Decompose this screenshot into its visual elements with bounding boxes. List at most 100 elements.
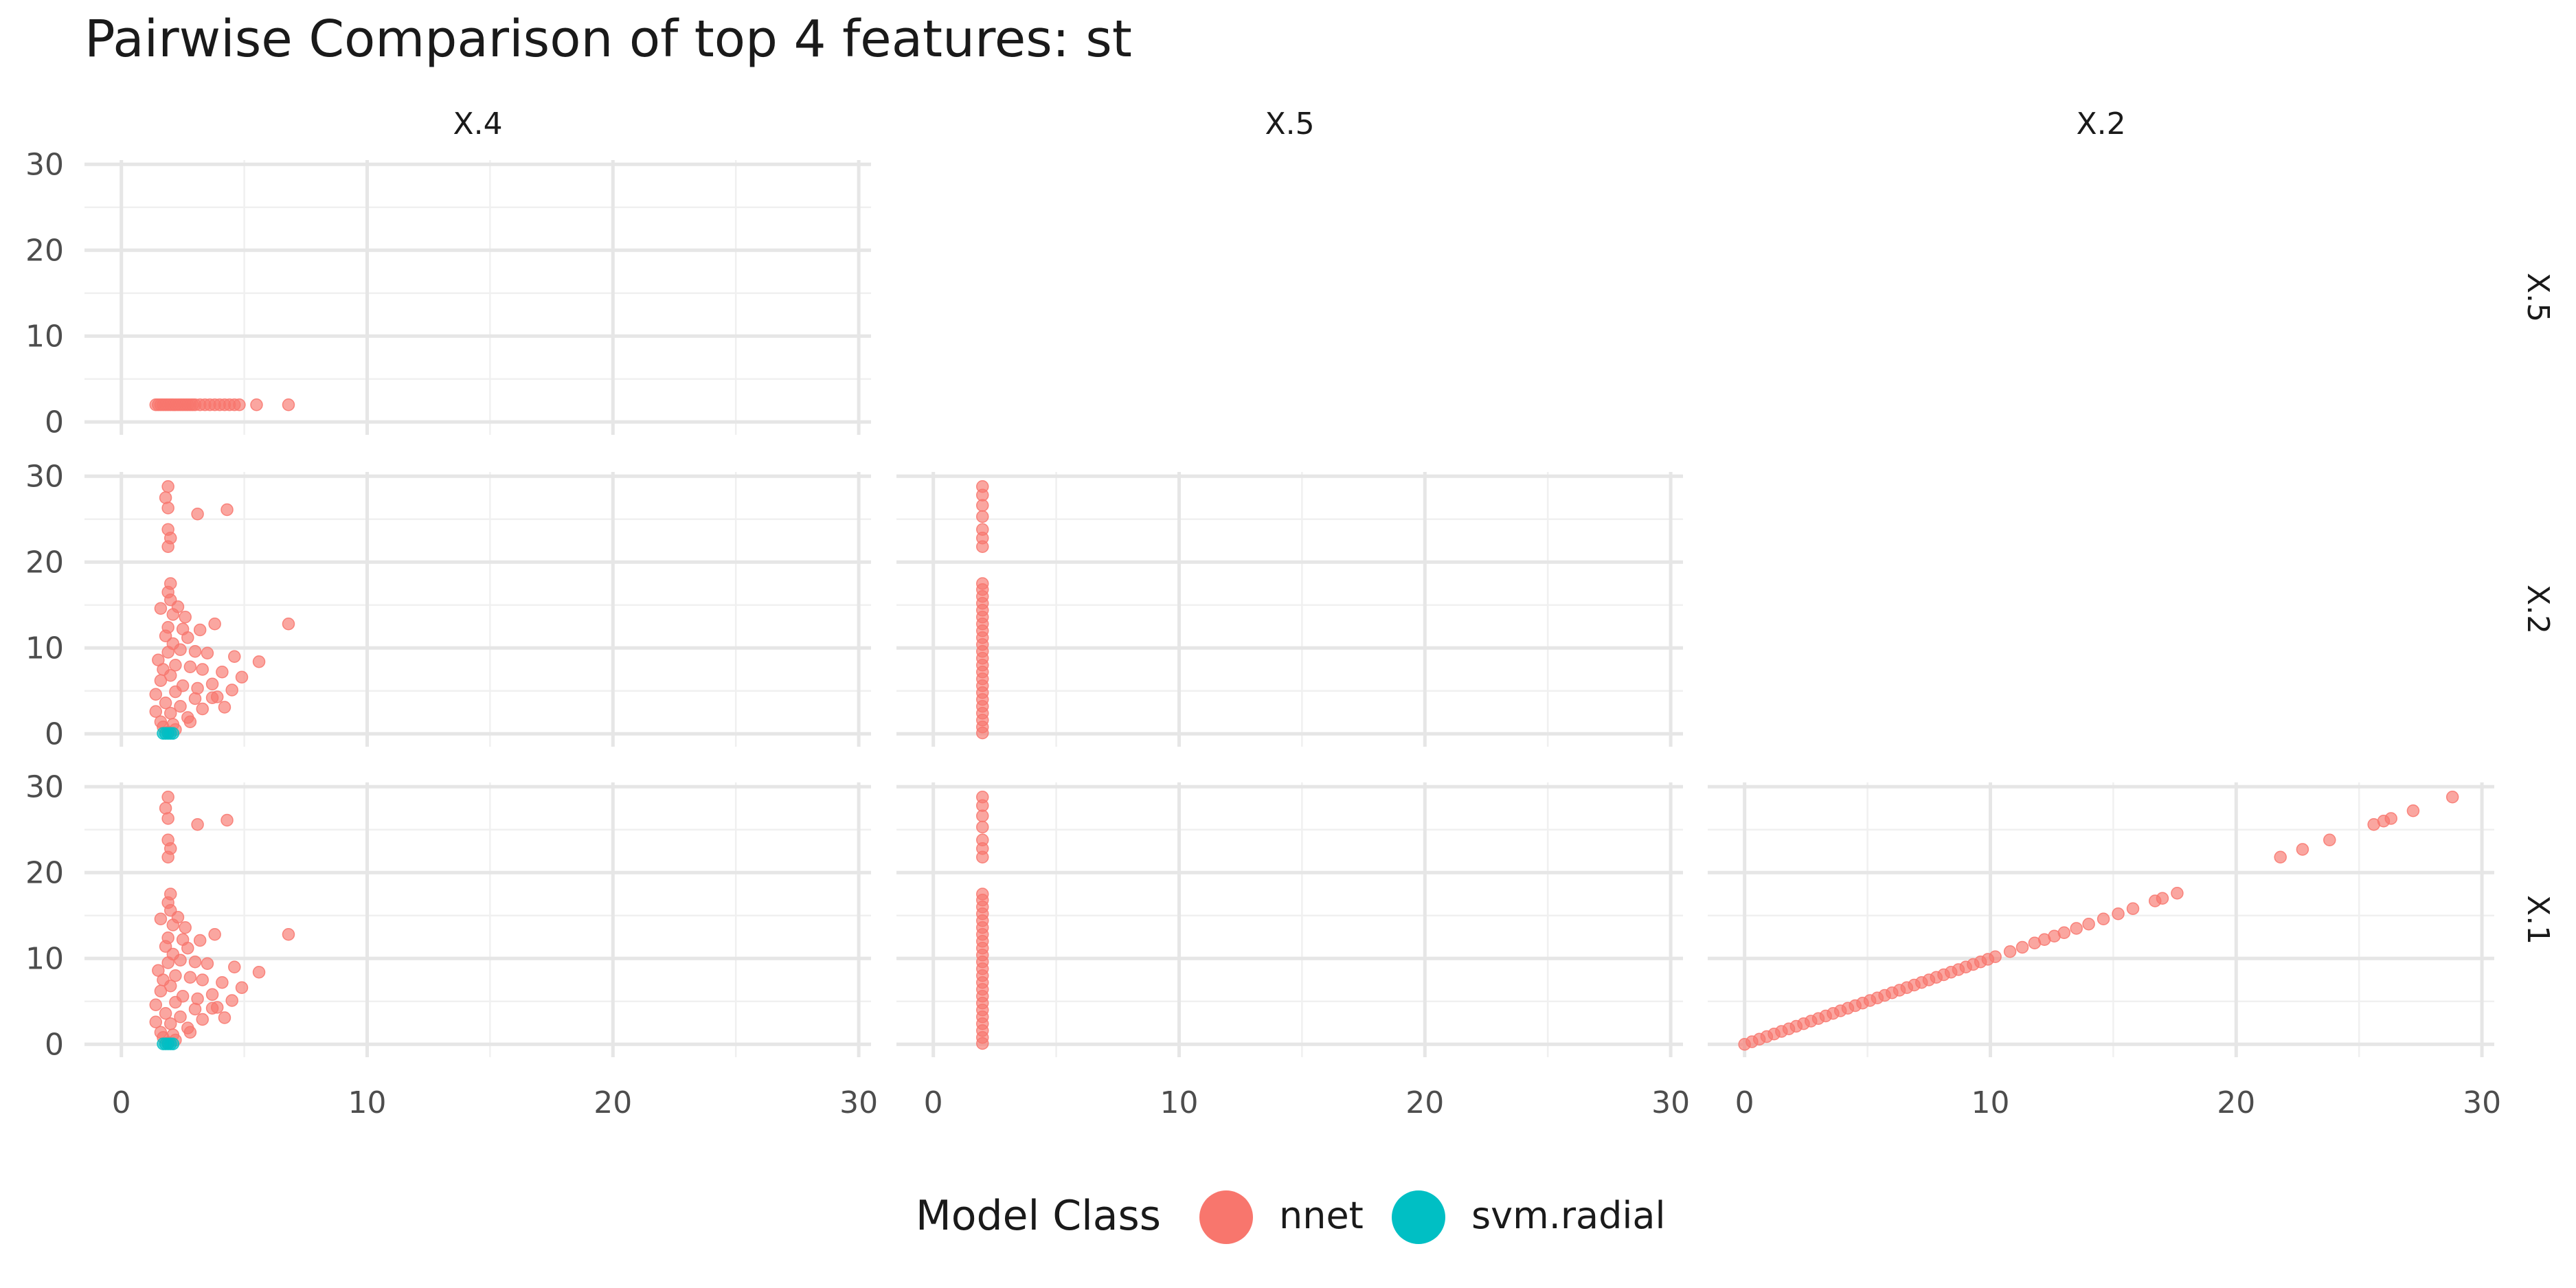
point-nnet (169, 659, 182, 672)
point-nnet (166, 918, 180, 931)
x-tick-label: 30 (2463, 1085, 2501, 1120)
point-nnet (975, 510, 989, 523)
point-nnet (191, 818, 204, 831)
strip-label-row-X.1: X.1 (2520, 895, 2555, 945)
strip-label-row-X.5: X.5 (2520, 273, 2555, 322)
point-nnet (252, 655, 266, 668)
point-nnet (228, 650, 241, 663)
point-nnet (183, 715, 197, 728)
point-nnet (179, 611, 192, 624)
point-nnet (161, 480, 174, 493)
x-tick-label: 20 (1405, 1085, 1444, 1120)
point-nnet (225, 994, 238, 1007)
point-nnet (235, 670, 249, 683)
point-nnet (2015, 940, 2029, 954)
point-nnet (282, 398, 295, 411)
point-nnet (161, 540, 174, 553)
point-nnet (975, 726, 989, 740)
point-nnet (225, 683, 238, 697)
point-nnet (201, 957, 214, 970)
point-nnet (193, 623, 207, 637)
panel-X.2-vs-X.4 (84, 472, 871, 747)
point-nnet (233, 398, 246, 411)
point-nnet (2384, 812, 2397, 825)
point-nnet (179, 921, 192, 934)
point-nnet (188, 692, 202, 705)
point-nnet (169, 995, 182, 1009)
point-nnet (183, 971, 197, 984)
point-nnet (166, 608, 180, 621)
point-nnet (174, 700, 187, 713)
panel-X.1-vs-X.4 (84, 782, 871, 1057)
y-tick-label: 10 (25, 631, 64, 666)
point-nnet (205, 988, 219, 1001)
y-tick-label: 30 (25, 459, 64, 494)
legend-item-nnet: nnet (1199, 1190, 1364, 1244)
point-nnet (169, 685, 182, 699)
point-nnet (174, 953, 187, 967)
strip-label-row-X.2: X.2 (2520, 585, 2555, 634)
point-nnet (975, 809, 989, 822)
point-nnet (235, 981, 249, 994)
point-nnet (161, 850, 174, 863)
point-nnet (159, 802, 172, 815)
legend-label: nnet (1279, 1194, 1364, 1237)
legend: Model Class nnet svm.radial (916, 1190, 1666, 1244)
point-svm.radial (166, 1037, 180, 1050)
point-nnet (196, 663, 209, 676)
panel-X.1-vs-X.5 (896, 782, 1683, 1057)
point-nnet (2445, 791, 2459, 804)
legend-item-svm.radial: svm.radial (1392, 1190, 1666, 1244)
point-nnet (282, 618, 295, 631)
x-tick-label: 10 (348, 1085, 386, 1120)
point-nnet (208, 618, 221, 631)
point-nnet (161, 501, 174, 515)
point-nnet (205, 691, 219, 704)
strip-label-col-X.5: X.5 (1265, 106, 1314, 142)
point-nnet (149, 1015, 163, 1028)
point-nnet (188, 1002, 202, 1016)
point-nnet (188, 956, 202, 969)
point-nnet (221, 503, 234, 517)
x-tick-label: 30 (839, 1085, 878, 1120)
point-nnet (159, 491, 172, 504)
point-nnet (975, 1037, 989, 1050)
point-nnet (205, 677, 219, 690)
point-nnet (975, 850, 989, 863)
panel-X.2-vs-X.5 (896, 472, 1683, 747)
point-nnet (2003, 945, 2017, 958)
point-nnet (149, 688, 163, 701)
point-nnet (161, 812, 174, 825)
point-nnet (163, 707, 177, 720)
facet-strips: X.4 X.5 X.2 X.5 X.2 X.1 (453, 106, 2555, 945)
point-nnet (2323, 833, 2336, 846)
point-nnet (154, 602, 168, 615)
point-nnet (2126, 902, 2140, 915)
y-tick-label: 10 (25, 319, 64, 354)
y-tick-label: 0 (45, 716, 64, 752)
legend-swatch-svm.radial (1392, 1190, 1445, 1244)
point-nnet (159, 629, 172, 642)
point-nnet (2097, 912, 2110, 925)
panel-X.1-vs-X.2 (1708, 782, 2494, 1057)
x-tick-label: 0 (924, 1085, 943, 1120)
point-nnet (159, 940, 172, 953)
point-nnet (2082, 918, 2095, 931)
point-nnet (216, 976, 229, 989)
point-nnet (159, 1007, 172, 1020)
point-nnet (163, 669, 177, 682)
y-tick-label: 20 (25, 545, 64, 580)
point-nnet (196, 973, 209, 986)
point-nnet (2171, 887, 2184, 900)
point-nnet (975, 540, 989, 553)
y-tick-label: 0 (45, 1027, 64, 1062)
point-nnet (2156, 892, 2169, 905)
point-nnet (2112, 907, 2125, 920)
x-tick-label: 0 (1735, 1085, 1754, 1120)
point-nnet (191, 681, 204, 695)
point-nnet (2057, 926, 2071, 939)
point-nnet (208, 928, 221, 941)
point-nnet (201, 646, 214, 659)
point-nnet (161, 791, 174, 804)
point-nnet (154, 674, 168, 687)
